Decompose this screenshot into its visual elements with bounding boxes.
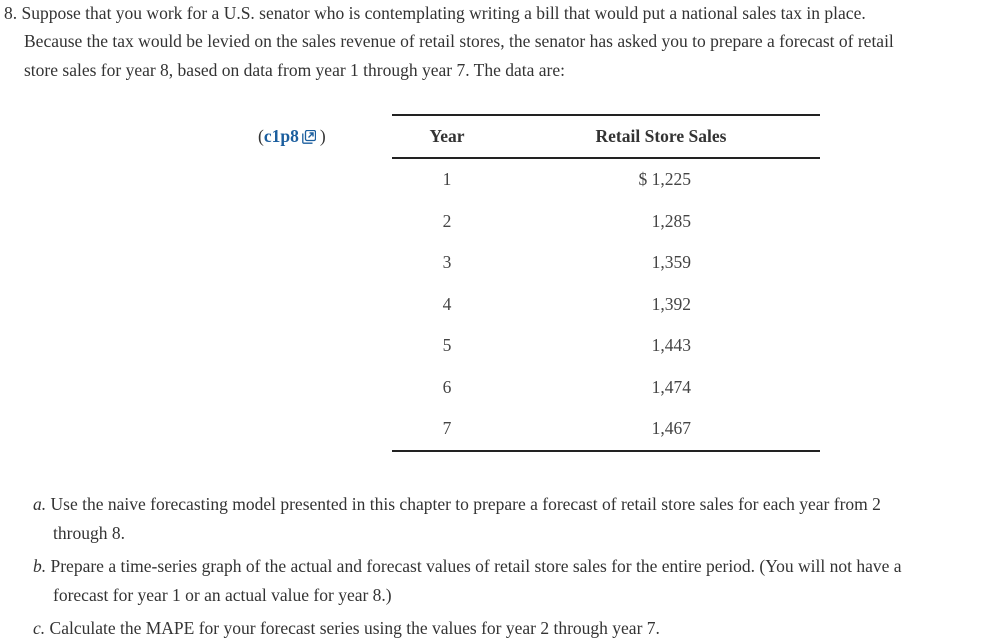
- problem-line-1: 8. Suppose that you work for a U.S. sena…: [4, 3, 866, 23]
- part-b-letter: b.: [33, 556, 47, 576]
- data-file-reference: (c1p8): [258, 126, 326, 146]
- table-row: 7 1,467: [392, 408, 820, 452]
- cell-sales: 1,443: [651, 335, 691, 356]
- header-retail-store-sales: Retail Store Sales: [502, 114, 820, 159]
- part-b-line-1: b. Prepare a time-series graph of the ac…: [33, 556, 902, 576]
- table-row: 4 1,392: [392, 284, 820, 326]
- table-header-row: Year Retail Store Sales: [392, 114, 820, 159]
- external-link-icon[interactable]: [301, 128, 316, 144]
- table-row: 2 1,285: [392, 201, 820, 243]
- problem-line-3: store sales for year 8, based on data fr…: [24, 60, 565, 80]
- cell-sales: 1,467: [502, 408, 820, 452]
- table-row: 6 1,474: [392, 367, 820, 409]
- problem-line-2: Because the tax would be levied on the s…: [24, 31, 894, 51]
- cell-year: 6: [442, 376, 452, 397]
- cell-year: 1: [442, 169, 452, 190]
- header-year: Year: [392, 114, 502, 159]
- cell-sales: 1,359: [651, 252, 691, 273]
- part-c-letter: c.: [33, 618, 46, 638]
- cell-year: 4: [442, 293, 452, 314]
- cell-year: 3: [442, 252, 452, 273]
- part-a-line-2: through 8.: [53, 523, 125, 543]
- cell-year: 7: [392, 408, 502, 452]
- part-b-line-2: forecast for year 1 or an actual value f…: [53, 585, 392, 605]
- cell-sales: $ 1,225: [638, 169, 692, 190]
- part-a-letter: a.: [33, 494, 47, 514]
- table-row: 3 1,359: [392, 242, 820, 284]
- table-row: 1 $ 1,225: [392, 158, 820, 201]
- cell-sales: 1,474: [651, 376, 691, 397]
- retail-sales-table: Year Retail Store Sales 1 $ 1,225 2 1,28…: [392, 114, 820, 452]
- cell-year: 5: [442, 335, 452, 356]
- cell-sales: 1,392: [651, 293, 691, 314]
- table-row: 5 1,443: [392, 325, 820, 367]
- data-file-link[interactable]: c1p8: [263, 126, 299, 146]
- part-c-line-1: c. Calculate the MAPE for your forecast …: [33, 618, 660, 638]
- part-a-line-1: a. Use the naive forecasting model prese…: [33, 494, 881, 514]
- problem-number: 8.: [4, 3, 18, 23]
- cell-year: 2: [442, 210, 452, 231]
- cell-sales: 1,285: [651, 210, 691, 231]
